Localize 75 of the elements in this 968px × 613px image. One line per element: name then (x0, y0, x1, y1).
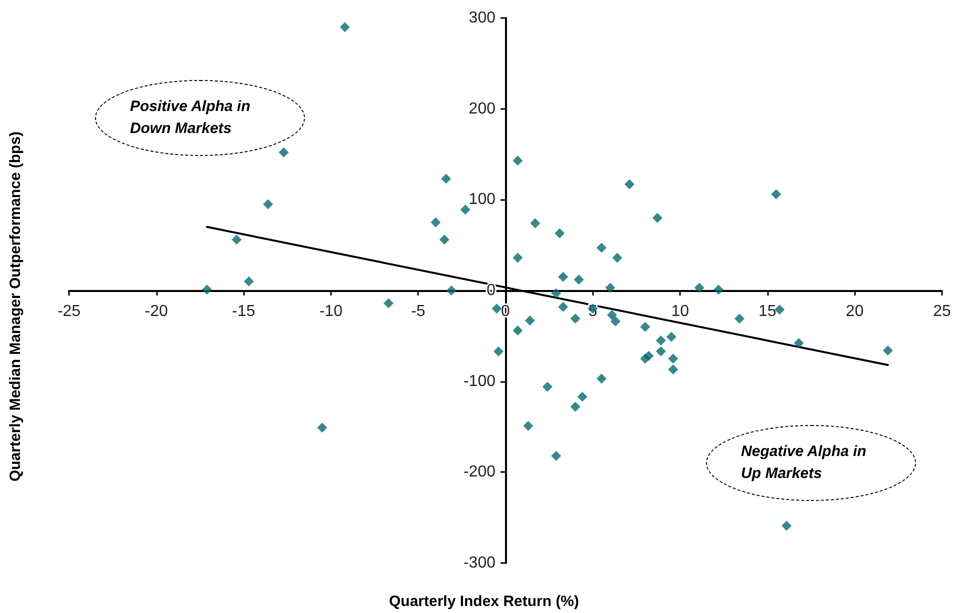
point (656, 335, 666, 346)
annotation: Positive Alpha in Down Markets (130, 96, 252, 139)
point (317, 422, 328, 433)
x-tick-label: -25 (57, 303, 81, 320)
point (512, 156, 523, 166)
x-tick-label: 15 (758, 303, 776, 320)
point (794, 338, 804, 348)
point (570, 314, 580, 324)
point (558, 272, 568, 282)
oval-outline: Positive Alpha in Down Markets (94, 80, 305, 156)
x-tick-label: 10 (671, 303, 690, 320)
point (446, 286, 456, 296)
point (263, 199, 274, 210)
x-tick-label: -10 (319, 303, 343, 320)
point (492, 304, 502, 314)
y-tick-label: -200 (463, 464, 496, 481)
x-axis-title: Quarterly Index Return (%) (388, 593, 580, 610)
point (439, 234, 450, 245)
point (607, 310, 618, 320)
point (610, 316, 620, 326)
point (694, 282, 704, 293)
point (512, 325, 523, 336)
point (668, 354, 678, 364)
point (384, 298, 394, 308)
point (441, 174, 452, 184)
point (512, 252, 523, 263)
point (530, 218, 540, 228)
annotation: Negative Alpha in Up Markets (741, 442, 868, 484)
point (782, 520, 792, 531)
point (558, 302, 568, 312)
point (340, 22, 350, 32)
point (430, 217, 441, 228)
point (774, 304, 785, 315)
point (652, 212, 662, 223)
point (494, 346, 504, 356)
point (656, 346, 666, 356)
x-tick-label: 25 (933, 303, 951, 320)
point (460, 204, 470, 215)
point (666, 332, 676, 342)
point (524, 315, 535, 326)
point (734, 314, 744, 324)
point (570, 402, 580, 412)
point (542, 382, 552, 392)
point (596, 242, 607, 253)
y-tick-label: 200 (468, 100, 496, 118)
point (714, 284, 724, 295)
point (551, 450, 562, 461)
y-tick-label: -300 (463, 554, 496, 572)
oval-outline: Negative Alpha in Up Markets (706, 425, 916, 502)
x-tick-label: -15 (232, 303, 256, 320)
point (771, 189, 782, 200)
point (624, 179, 634, 190)
y-tick-label: -100 (463, 372, 496, 390)
x-tick-label: -5 (411, 303, 426, 320)
x-tick-label: -20 (144, 303, 168, 320)
point (577, 392, 588, 402)
y-tick-label: 100 (468, 191, 496, 208)
point (202, 284, 212, 295)
point (882, 345, 893, 356)
y-axis-title: Quarterly Median Manager Outperformance (bps) (7, 131, 24, 482)
point (554, 228, 565, 238)
x-tick-label: 20 (846, 303, 864, 320)
point (596, 374, 607, 384)
point (232, 234, 242, 245)
y-tick-label: 300 (468, 10, 496, 26)
point (278, 147, 289, 158)
point (523, 420, 534, 431)
point (551, 288, 562, 298)
point (574, 274, 584, 285)
point (644, 350, 654, 361)
point (605, 282, 616, 293)
point (668, 364, 678, 375)
point (640, 322, 650, 332)
point (244, 276, 254, 286)
point (612, 252, 622, 263)
